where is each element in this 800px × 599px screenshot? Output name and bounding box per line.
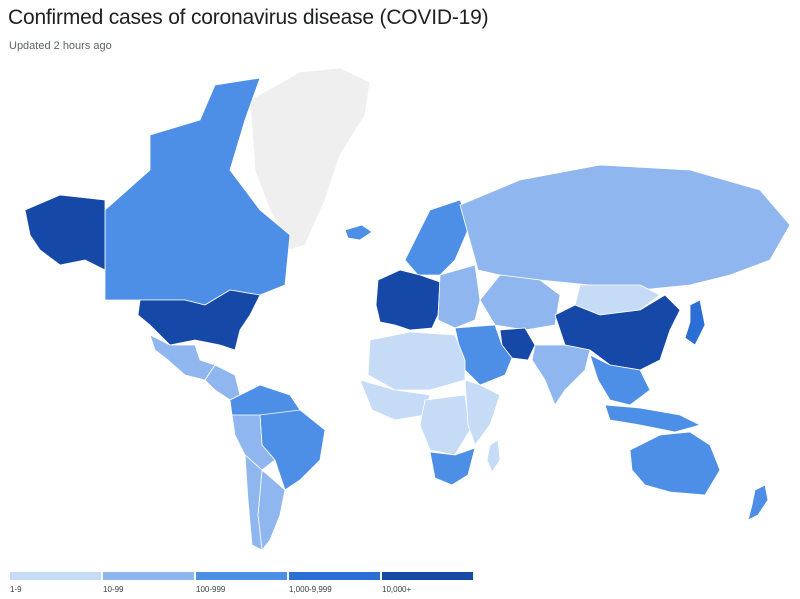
legend-swatch [103, 572, 194, 580]
legend-swatch [382, 572, 473, 580]
map-legend: 1-9 10-99 100-999 1,000-9,999 10,000+ [10, 572, 473, 594]
region-alaska[interactable] [24, 194, 106, 271]
legend-label: 1,000-9,999 [289, 585, 332, 594]
page-title: Confirmed cases of coronavirus disease (… [8, 6, 489, 29]
legend-swatch [10, 572, 101, 580]
update-timestamp: Updated 2 hours ago [9, 40, 112, 52]
region-australia[interactable] [629, 431, 721, 496]
region-india[interactable] [531, 344, 591, 406]
region-eastern-europe[interactable] [437, 264, 481, 329]
region-central-asia[interactable] [479, 274, 561, 331]
region-new-zealand[interactable] [747, 484, 769, 521]
legend-label: 10-99 [103, 585, 124, 594]
region-southeast-asia[interactable] [589, 354, 651, 406]
region-united-states[interactable] [137, 289, 261, 351]
region-east-africa[interactable] [464, 379, 501, 446]
region-indonesia[interactable] [604, 404, 701, 433]
legend-item: 100-999 [196, 572, 287, 594]
region-central-africa[interactable] [419, 394, 471, 456]
legend-swatch [289, 572, 380, 580]
region-greenland[interactable] [249, 67, 371, 251]
world-map[interactable] [0, 60, 800, 560]
legend-item: 1,000-9,999 [289, 572, 380, 594]
region-south-america-west[interactable] [231, 414, 276, 471]
legend-item: 10,000+ [382, 572, 473, 594]
region-western-europe[interactable] [375, 269, 441, 331]
legend-swatch [196, 572, 287, 580]
region-argentina[interactable] [257, 469, 286, 551]
region-iceland[interactable] [344, 224, 373, 241]
region-japan[interactable] [684, 299, 706, 346]
region-russia[interactable] [459, 164, 791, 291]
legend-label: 1-9 [10, 585, 22, 594]
region-southern-africa[interactable] [429, 447, 476, 486]
legend-label: 10,000+ [382, 585, 412, 594]
region-scandinavia[interactable] [404, 199, 471, 276]
legend-label: 100-999 [196, 585, 226, 594]
region-north-africa[interactable] [367, 331, 466, 391]
region-madagascar[interactable] [486, 439, 501, 473]
legend-item: 10-99 [103, 572, 194, 594]
region-chile[interactable] [244, 454, 263, 551]
legend-item: 1-9 [10, 572, 101, 594]
